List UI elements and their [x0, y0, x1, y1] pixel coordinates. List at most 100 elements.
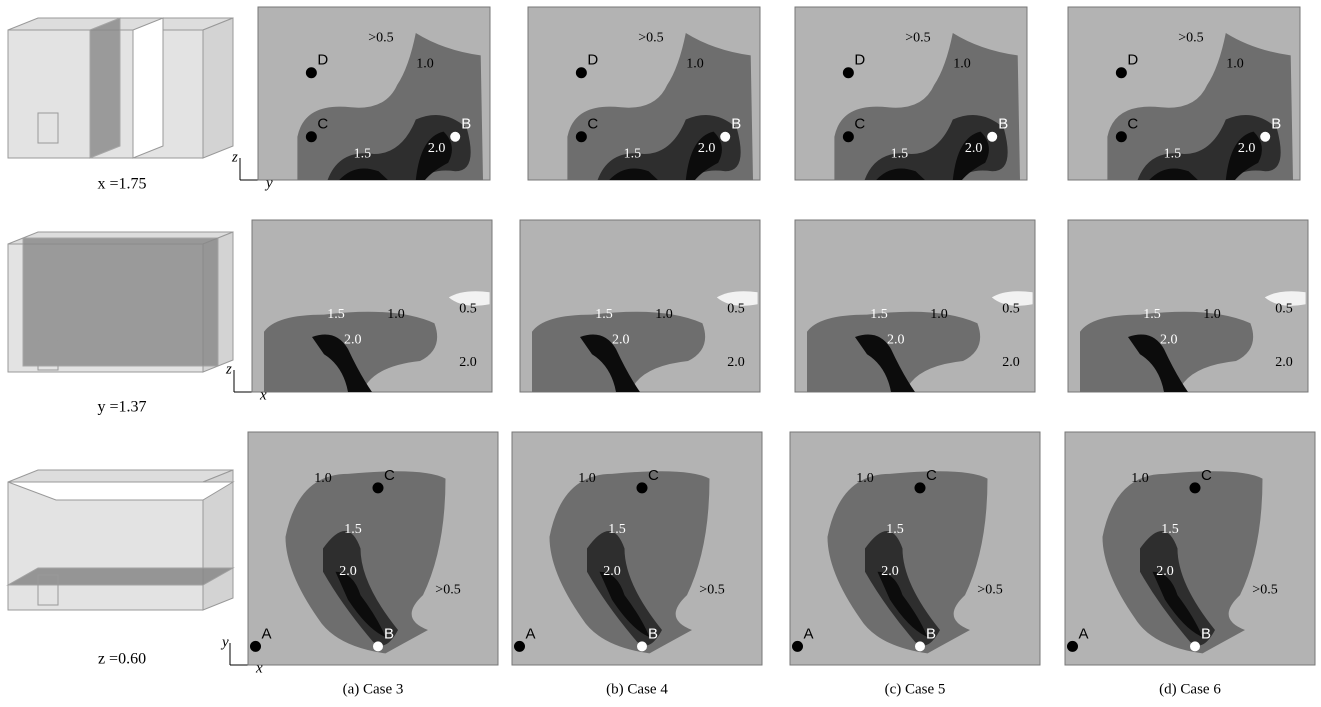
- contour-label: 2.0: [1156, 564, 1174, 579]
- contour-region: [609, 131, 722, 180]
- measure-point: [987, 131, 998, 142]
- slice-label: z =0.60: [98, 651, 146, 668]
- measure-point: [915, 641, 925, 652]
- axis-label: y: [220, 634, 229, 650]
- contour-region: [549, 471, 710, 654]
- point-label: A: [262, 625, 272, 642]
- slice-label: x =1.75: [97, 176, 146, 193]
- point-label: D: [1127, 52, 1138, 69]
- point-label: C: [926, 467, 937, 484]
- measure-point: [842, 67, 854, 79]
- contour-label: 1.0: [1203, 307, 1221, 322]
- point-label: B: [384, 625, 394, 642]
- measure-point: [372, 482, 384, 494]
- contour-label: 2.0: [612, 333, 630, 348]
- contour-region: [1149, 131, 1262, 180]
- contour-label: 0.5: [459, 302, 477, 317]
- point-label: B: [648, 625, 658, 642]
- point-label: A: [804, 625, 814, 642]
- contour-label: 1.0: [387, 307, 405, 322]
- contour-region: [580, 334, 640, 392]
- contour-label: 1.5: [886, 522, 904, 537]
- contour-label: 1.5: [1164, 146, 1182, 161]
- contour-label: 1.0: [686, 56, 704, 71]
- contour-label: 1.0: [856, 471, 874, 486]
- measure-point: [720, 131, 731, 142]
- point-label: C: [854, 116, 865, 133]
- point-label: A: [526, 625, 536, 642]
- contour-label: 2.0: [1002, 355, 1020, 370]
- point-label: B: [926, 625, 936, 642]
- measure-point: [514, 640, 525, 652]
- contour-region: [339, 131, 452, 180]
- contour-region: [991, 291, 1033, 306]
- measure-point: [1190, 641, 1200, 652]
- contour-label: >0.5: [977, 583, 1002, 598]
- measure-point: [450, 131, 461, 142]
- contour-label: 2.0: [1238, 141, 1256, 156]
- contour-region: [1264, 291, 1306, 306]
- contour-label: 2.0: [1160, 333, 1178, 348]
- contour-region: [587, 531, 662, 646]
- measure-point: [305, 67, 317, 79]
- contour-label: 1.0: [314, 471, 332, 486]
- contour-label: 0.5: [1002, 302, 1020, 317]
- point-label: C: [384, 467, 395, 484]
- contour-region: [877, 571, 928, 637]
- contour-label: 1.5: [344, 522, 362, 537]
- point-label: B: [1271, 116, 1281, 133]
- contour-label: >0.5: [905, 30, 930, 45]
- measure-point: [637, 641, 647, 652]
- contour-region: [827, 471, 988, 654]
- contour-region: [599, 571, 650, 637]
- point-label: B: [731, 116, 741, 133]
- contour-label: 2.0: [727, 355, 745, 370]
- contour-label: 1.5: [891, 146, 909, 161]
- contour-label: 0.5: [727, 302, 745, 317]
- point-label: B: [461, 116, 471, 133]
- point-label: D: [854, 52, 865, 69]
- contour-label: 1.5: [1143, 307, 1161, 322]
- contour-label: 2.0: [1275, 355, 1293, 370]
- measure-point: [1260, 131, 1271, 142]
- contour-label: 2.0: [344, 333, 362, 348]
- contour-label: 2.0: [603, 564, 621, 579]
- contour-region: [1102, 471, 1263, 654]
- contour-label: >0.5: [1252, 583, 1277, 598]
- contour-label: 1.0: [416, 56, 434, 71]
- contour-region: [448, 291, 490, 306]
- contour-region: [865, 531, 940, 646]
- measure-point: [1115, 131, 1127, 143]
- contour-region: [1152, 571, 1203, 637]
- contour-region: [335, 571, 386, 637]
- point-label: B: [1201, 625, 1211, 642]
- contour-label: 2.0: [428, 141, 446, 156]
- contour-label: 2.0: [339, 564, 357, 579]
- axis-label: z: [225, 361, 232, 377]
- contour-label: 0.5: [1275, 302, 1293, 317]
- axis-label: y: [264, 175, 273, 191]
- axis-label: x: [259, 387, 267, 403]
- caption: (d) Case 6: [1159, 681, 1221, 697]
- caption: (a) Case 3: [343, 681, 404, 697]
- contour-label: 1.5: [624, 146, 642, 161]
- contour-label: 1.0: [930, 307, 948, 322]
- contour-label: 1.5: [595, 307, 613, 322]
- measure-point: [373, 641, 383, 652]
- contour-region: [1080, 311, 1254, 392]
- box-icon: [7, 231, 234, 373]
- contour-label: 1.0: [1226, 56, 1244, 71]
- contour-label: >0.5: [368, 30, 393, 45]
- contour-label: 1.0: [1131, 471, 1149, 486]
- caption: (b) Case 4: [606, 681, 668, 697]
- contour-region: [1140, 531, 1215, 646]
- contour-label: 2.0: [881, 564, 899, 579]
- contour-label: 1.5: [1161, 522, 1179, 537]
- contour-region: [264, 311, 438, 392]
- measure-point: [305, 131, 317, 143]
- contour-region: [285, 471, 446, 654]
- contour-label: >0.5: [1178, 30, 1203, 45]
- measure-point: [1189, 482, 1201, 494]
- point-label: D: [587, 52, 598, 69]
- contour-label: 1.5: [327, 307, 345, 322]
